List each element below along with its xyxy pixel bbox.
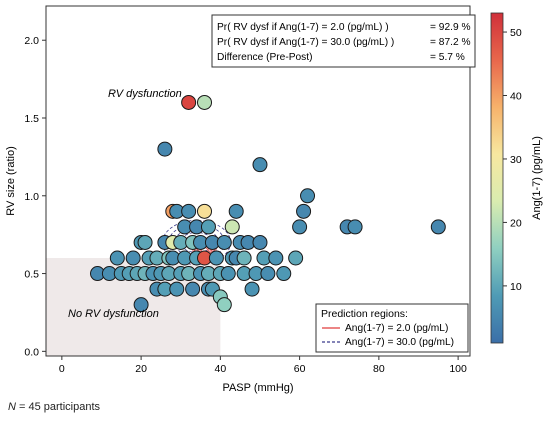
colorbar: 10 20 30 40 50 Ang(1-7) (pg/mL) [490, 12, 543, 344]
data-point [109, 250, 125, 266]
x-tick-label: 0 [59, 363, 65, 375]
sample-size-symbol: N [8, 401, 16, 413]
data-point [125, 250, 141, 266]
data-point [236, 250, 252, 266]
probability-label-2: Pr( RV dysf if Ang(1-7) = 30.0 (pg/mL) ) [217, 37, 394, 48]
data-point [228, 203, 244, 219]
y-axis: 0.0 0.5 1.0 1.5 2.0 [24, 35, 46, 358]
sample-size-text: = 45 participants [15, 401, 101, 413]
x-tick-label: 80 [373, 363, 385, 375]
y-tick-label: 1.5 [24, 113, 39, 125]
data-point [268, 250, 284, 266]
probability-value-2: = 87.2 % [430, 37, 471, 48]
plot-border [45, 5, 471, 357]
data-point [200, 219, 216, 235]
data-point [260, 266, 276, 282]
data-point [288, 250, 304, 266]
x-axis: 0 20 40 60 80 100 [59, 356, 467, 375]
data-points [90, 94, 446, 313]
data-point [347, 219, 363, 235]
rv-dysfunction-annotation: RV dysfunction [108, 88, 182, 100]
colorbar-tick-label: 10 [510, 281, 522, 293]
probability-box: Pr( RV dysf if Ang(1-7) = 2.0 (pg/mL) ) … [211, 14, 476, 68]
no-rv-dysfunction-annotation: No RV dysfunction [68, 308, 159, 320]
colorbar-tick-label: 50 [510, 27, 522, 39]
colorbar-ticks: 10 20 30 40 50 [503, 27, 522, 293]
y-tick-label: 0.5 [24, 269, 39, 281]
probability-label-1: Pr( RV dysf if Ang(1-7) = 2.0 (pg/mL) ) [217, 22, 389, 33]
legend-item-2: Ang(1-7) = 30.0 (pg/mL) [345, 337, 454, 348]
legend-frame [315, 303, 469, 353]
colorbar-label: Ang(1-7) (pg/mL) [531, 136, 543, 220]
data-point [197, 203, 213, 219]
data-point [220, 266, 236, 282]
data-point [430, 219, 446, 235]
data-point [137, 234, 153, 250]
colorbar-gradient [490, 12, 504, 344]
colorbar-tick-label: 40 [510, 91, 522, 103]
y-axis-label: RV size (ratio) [5, 146, 17, 215]
data-point [300, 188, 316, 204]
legend-title: Prediction regions: [321, 308, 408, 320]
data-point [276, 266, 292, 282]
x-tick-label: 40 [215, 363, 227, 375]
colorbar-tick-label: 20 [510, 217, 522, 229]
data-point [252, 157, 268, 173]
y-tick-label: 0.0 [24, 346, 39, 358]
colorbar-tick-label: 30 [510, 154, 522, 166]
data-point [292, 219, 308, 235]
data-point [181, 94, 197, 110]
y-tick-label: 1.0 [24, 191, 39, 203]
data-point [185, 281, 201, 297]
x-tick-label: 20 [135, 363, 147, 375]
data-point [252, 234, 268, 250]
x-tick-label: 100 [449, 363, 467, 375]
probability-value-3: = 5.7 % [430, 52, 465, 63]
legend: Prediction regions: Ang(1-7) = 2.0 (pg/m… [315, 303, 469, 353]
data-point [208, 250, 224, 266]
legend-item-1: Ang(1-7) = 2.0 (pg/mL) [345, 323, 448, 334]
data-point [181, 203, 197, 219]
data-point [197, 94, 213, 110]
data-point [169, 281, 185, 297]
y-tick-label: 2.0 [24, 35, 39, 47]
data-point [296, 203, 312, 219]
data-point [224, 219, 240, 235]
data-point [216, 297, 232, 313]
data-point [157, 141, 173, 157]
data-point [133, 297, 149, 313]
probability-value-1: = 92.9 % [430, 22, 471, 33]
data-point [216, 234, 232, 250]
probability-box-frame [211, 14, 476, 68]
x-axis-label: PASP (mmHg) [222, 382, 293, 394]
data-point [244, 281, 260, 297]
sample-size-note: N = 45 participants [8, 401, 100, 413]
x-tick-label: 60 [294, 363, 306, 375]
probability-label-3: Difference (Pre-Post) [217, 52, 313, 63]
